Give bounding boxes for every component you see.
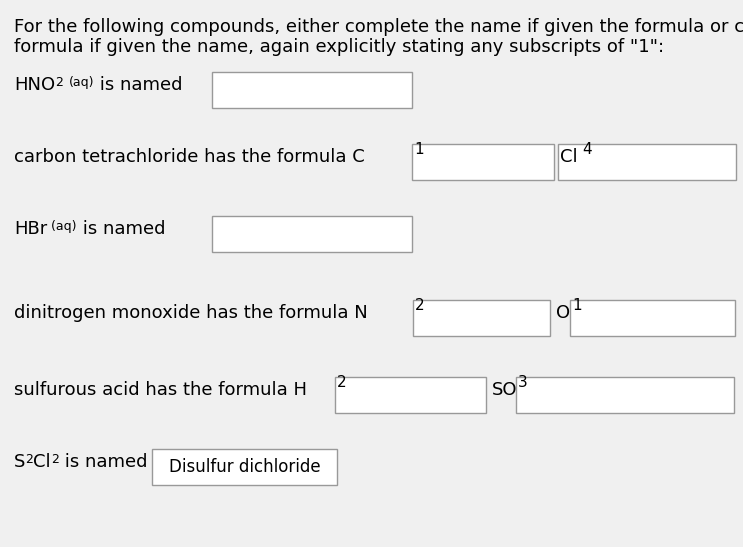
Text: sulfurous acid has the formula H: sulfurous acid has the formula H bbox=[14, 381, 307, 399]
Text: SO: SO bbox=[492, 381, 518, 399]
Text: dinitrogen monoxide has the formula N: dinitrogen monoxide has the formula N bbox=[14, 304, 368, 322]
Bar bbox=[412, 144, 554, 180]
Text: 2: 2 bbox=[337, 375, 347, 390]
Text: is named: is named bbox=[59, 453, 147, 471]
Text: formula if given the name, again explicitly stating any subscripts of "1":: formula if given the name, again explici… bbox=[14, 38, 664, 56]
Text: Cl: Cl bbox=[560, 148, 577, 166]
Text: S: S bbox=[14, 453, 25, 471]
Text: HNO: HNO bbox=[14, 76, 55, 94]
Bar bbox=[335, 377, 486, 413]
Bar bbox=[570, 300, 735, 336]
Bar bbox=[516, 377, 734, 413]
Bar bbox=[212, 216, 412, 252]
Bar bbox=[152, 449, 337, 485]
Bar bbox=[212, 72, 412, 108]
Text: (aq): (aq) bbox=[48, 220, 77, 233]
Text: 1: 1 bbox=[572, 298, 582, 313]
Text: 2: 2 bbox=[25, 453, 33, 466]
Text: is named: is named bbox=[77, 220, 165, 238]
Text: 1: 1 bbox=[414, 142, 424, 157]
Text: For the following compounds, either complete the name if given the formula or co: For the following compounds, either comp… bbox=[14, 18, 743, 36]
Text: Cl: Cl bbox=[33, 453, 51, 471]
Text: 2: 2 bbox=[55, 76, 63, 89]
Text: 2: 2 bbox=[51, 453, 59, 466]
Bar bbox=[413, 300, 550, 336]
Bar bbox=[558, 144, 736, 180]
Text: is named: is named bbox=[94, 76, 183, 94]
Text: 3: 3 bbox=[518, 375, 528, 390]
Text: 4: 4 bbox=[582, 142, 591, 157]
Text: HBr: HBr bbox=[14, 220, 48, 238]
Text: Disulfur dichloride: Disulfur dichloride bbox=[169, 458, 320, 476]
Text: O: O bbox=[556, 304, 570, 322]
Text: 2: 2 bbox=[415, 298, 425, 313]
Text: carbon tetrachloride has the formula C: carbon tetrachloride has the formula C bbox=[14, 148, 365, 166]
Text: (aq): (aq) bbox=[69, 76, 94, 89]
